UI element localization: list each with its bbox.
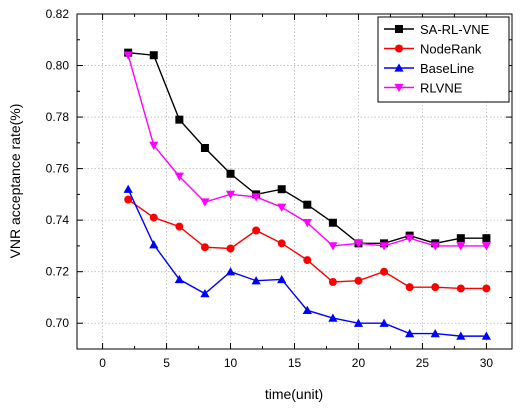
data-point: [149, 240, 159, 249]
data-point: [354, 276, 363, 285]
axes: 0.70 0.72 0.74 0.76 0.78 0.80 0.82 0 5 10 15 20 25 30: [46, 7, 512, 370]
x-tick-label: 25: [416, 356, 430, 370]
legend-label: SA-RL-VNE: [420, 22, 490, 37]
data-point: [200, 243, 209, 252]
data-point: [456, 234, 465, 243]
legend: SA-RL-VNE NodeRank BaseLine RLVNE: [377, 16, 510, 103]
y-axis-label: VNR acceptance rate(%): [7, 104, 23, 259]
x-tick-label: 0: [99, 356, 106, 370]
y-tick-label: 0.82: [46, 7, 70, 21]
legend-label: BaseLine: [420, 61, 474, 76]
data-point: [200, 198, 210, 207]
data-point: [174, 172, 184, 181]
data-point: [123, 184, 133, 193]
data-point: [481, 331, 492, 340]
data-point: [277, 185, 286, 194]
data-point: [303, 200, 312, 209]
y-tick-label: 0.70: [46, 316, 70, 330]
data-point: [277, 239, 286, 248]
data-point: [149, 213, 158, 222]
data-point: [251, 276, 261, 285]
series-baseline: [123, 184, 492, 340]
data-point: [328, 242, 338, 251]
data-point: [200, 288, 210, 298]
legend-swatch-marker: [394, 83, 404, 93]
data-point: [431, 283, 440, 292]
data-point: [328, 218, 337, 227]
x-tick-label: 15: [288, 356, 302, 370]
data-point: [226, 244, 235, 253]
data-point: [124, 195, 133, 204]
y-tick-label: 0.78: [46, 110, 70, 124]
x-tick-label: 10: [224, 356, 238, 370]
x-tick-label: 20: [352, 356, 366, 370]
legend-swatch-marker: [395, 44, 403, 53]
data-point: [303, 256, 312, 265]
data-point: [174, 274, 184, 284]
x-tick-label: 30: [480, 356, 494, 370]
x-axis-label: time(unit): [265, 386, 323, 402]
data-point: [456, 331, 466, 340]
legend-swatch-marker: [394, 63, 404, 72]
data-point: [481, 242, 492, 251]
legend-label: RLVNE: [420, 81, 463, 96]
data-point: [251, 193, 261, 202]
data-point: [226, 169, 235, 178]
y-tick-label: 0.80: [46, 59, 70, 73]
legend-label: NodeRank: [420, 42, 482, 57]
data-point: [405, 328, 415, 338]
data-point: [482, 284, 491, 293]
y-tick-label: 0.76: [46, 162, 70, 176]
data-point: [380, 267, 389, 276]
data-point: [175, 222, 184, 231]
data-point: [277, 203, 287, 212]
data-point: [277, 274, 287, 284]
data-point: [252, 226, 261, 235]
data-point: [456, 284, 465, 293]
y-tick-label: 0.74: [46, 213, 70, 227]
data-point: [353, 318, 364, 327]
data-point: [225, 190, 236, 199]
data-point: [149, 141, 159, 151]
data-point: [482, 234, 491, 243]
data-point: [353, 239, 364, 248]
data-point: [405, 283, 414, 292]
data-point: [302, 305, 312, 315]
data-point: [430, 328, 440, 338]
y-tick-label: 0.72: [46, 265, 70, 279]
data-point: [405, 234, 415, 243]
data-point: [379, 318, 389, 327]
data-point: [456, 242, 466, 251]
data-point: [302, 219, 312, 228]
data-point: [328, 278, 337, 286]
data-point: [123, 51, 133, 60]
data-point: [328, 313, 338, 322]
legend-swatch-marker: [395, 25, 403, 33]
grid: [77, 14, 512, 349]
series-noderank: [124, 195, 491, 293]
data-point: [430, 242, 440, 251]
data-point: [200, 144, 209, 152]
series-group: [123, 48, 492, 340]
data-point: [225, 267, 236, 276]
data-point: [149, 51, 158, 60]
data-point: [175, 115, 184, 124]
data-point: [379, 242, 389, 251]
series-rlvne: [123, 51, 492, 251]
x-tick-label: 5: [163, 356, 170, 370]
